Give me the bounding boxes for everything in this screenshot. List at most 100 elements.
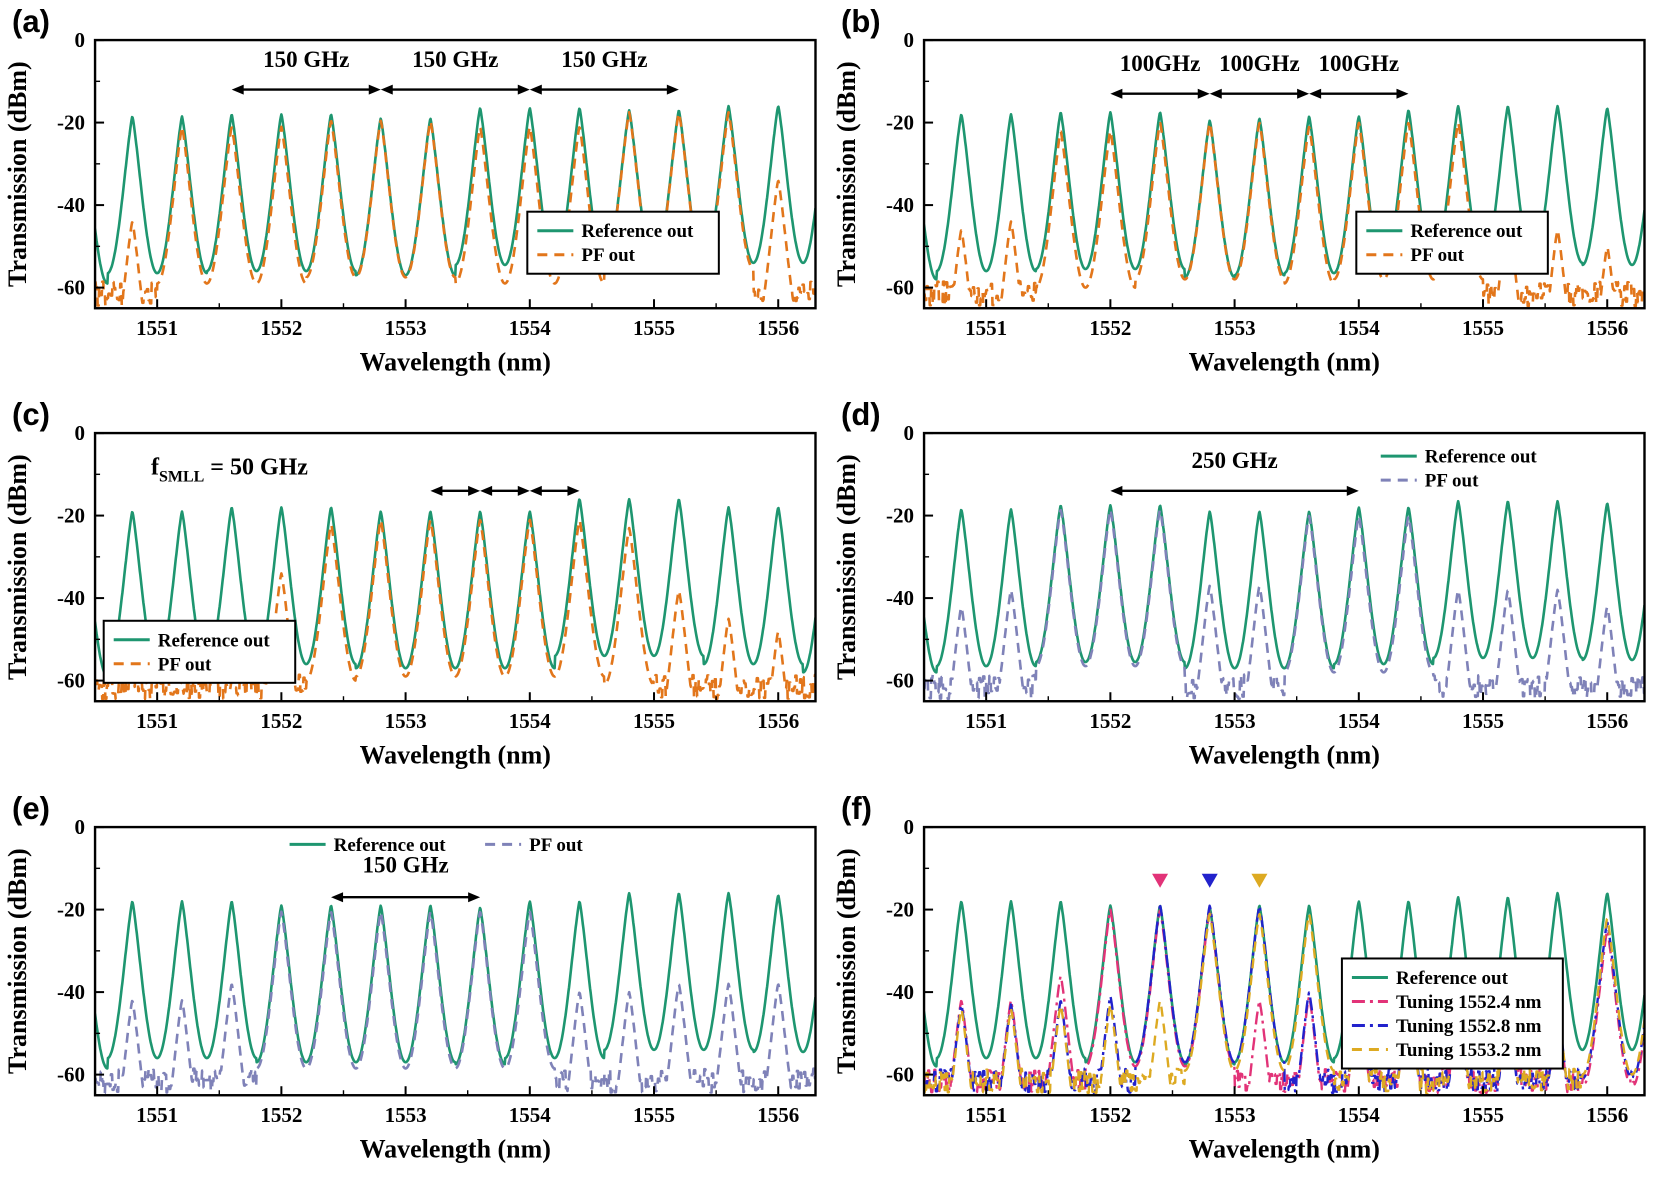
arrowhead-left-icon [380, 84, 393, 95]
arrowhead-left-icon [1109, 88, 1122, 99]
x-tick-label: 1556 [757, 316, 799, 340]
panel-label: (a) [12, 4, 50, 39]
ghz-arrow: 150 GHz [380, 46, 530, 95]
y-tick-label: -60 [57, 1062, 85, 1086]
x-tick-label: 1554 [1337, 710, 1380, 734]
arrowhead-right-icon [368, 84, 381, 95]
legend-label: PF out [581, 245, 635, 266]
arrowhead-right-icon [567, 486, 580, 497]
y-axis-label: Transmission (dBm) [3, 455, 32, 681]
plot-frame [922, 38, 1646, 310]
panel-label: (d) [841, 397, 881, 432]
x-axis: 1551 1552 1553 1554 1555 1556 Wavelength (nm) [94, 1085, 799, 1163]
x-tick-label: 1553 [1213, 1103, 1255, 1127]
tuning-marker-icon [1250, 873, 1267, 888]
y-tick-label: -20 [886, 897, 914, 921]
ghz-arrow: 100GHz [1308, 50, 1408, 99]
legend-label: PF out [529, 835, 583, 856]
y-tick-label: -60 [886, 669, 914, 693]
y-axis: 0 -20 -40 -60 Transmission (dBm) [832, 421, 933, 693]
legend-box [102, 620, 297, 685]
arrowhead-left-icon [1109, 486, 1122, 497]
x-tick-label: 1552 [1089, 710, 1131, 734]
x-axis: 1551 1552 1553 1554 1555 1556 Wavelength (nm) [94, 692, 799, 770]
plot-frame [93, 432, 817, 703]
x-tick-label: 1551 [965, 710, 1007, 734]
x-tick-label: 1551 [136, 316, 178, 340]
y-tick-label: -20 [886, 111, 914, 135]
arrowhead-right-icon [1395, 88, 1408, 99]
legend-label: PF out [1410, 245, 1464, 266]
y-axis: 0 -20 -40 -60 Transmission (dBm) [832, 815, 933, 1086]
series-line-pf-out [924, 121, 1643, 308]
y-tick-label: -60 [57, 669, 85, 693]
y-tick-label: -60 [886, 1062, 914, 1086]
x-tick-label: 1552 [1089, 1103, 1131, 1127]
y-axis: 0 -20 -40 -60 Transmission (dBm) [3, 421, 105, 693]
x-tick-label: 1552 [260, 710, 302, 734]
x-tick-label: 1555 [1462, 1103, 1504, 1127]
series-group [96, 891, 815, 1094]
y-axis: 0 -20 -40 -60 Transmission (dBm) [832, 28, 933, 300]
x-tick-label: 1554 [509, 316, 551, 340]
chart-e: 1551 1552 1553 1554 1555 1556 Wavelength (nm) 0… [3, 791, 817, 1163]
series-line-tuning-1552-8-nm [924, 904, 1643, 1094]
x-tick-label: 1556 [1586, 316, 1628, 340]
tuning-marker-icon [1201, 873, 1218, 888]
arrowhead-right-icon [1346, 486, 1359, 497]
annotation-fsmll: fSMLL = 50 GHz [151, 455, 308, 486]
arrowhead-right-icon [517, 486, 530, 497]
x-tick-label: 1554 [509, 710, 551, 734]
ghz-arrow: 250 GHz [1109, 447, 1359, 497]
legend-box [526, 210, 720, 275]
x-tick-label: 1555 [633, 1103, 675, 1127]
legend-label: PF out [158, 655, 212, 676]
legend-label: Tuning 1552.8 nm [1395, 1016, 1541, 1037]
x-tick-label: 1554 [1337, 1103, 1380, 1127]
x-axis: 1551 1552 1553 1554 1555 1556 Wavelength (nm) [922, 299, 1628, 376]
panel-d: 1551 1552 1553 1554 1555 1556 Wavelength (nm) 0… [829, 393, 1657, 786]
x-axis: 1551 1552 1553 1554 1555 1556 Wavelength (nm) [922, 692, 1628, 770]
legend: Reference out PF out [526, 210, 720, 275]
x-tick-label: 1551 [965, 1103, 1007, 1127]
ghz-arrow-label: 150 GHz [412, 46, 498, 72]
x-tick-label: 1552 [1089, 316, 1131, 340]
ghz-arrow: 100GHz [1109, 50, 1210, 99]
arrowhead-left-icon [331, 891, 344, 902]
y-tick-label: -40 [57, 586, 85, 610]
legend-label: Reference out [1395, 968, 1508, 989]
arrowhead-right-icon [1197, 88, 1210, 99]
y-tick-label: 0 [903, 421, 914, 445]
legend: Reference out PF out [102, 620, 297, 685]
x-tick-label: 1554 [1337, 316, 1380, 340]
panel-c: 1551 1552 1553 1554 1555 1556 Wavelength (nm) 0… [0, 393, 829, 786]
plot-frame [93, 38, 817, 310]
series-line-pf-out [96, 910, 815, 1094]
legend-label: PF out [1424, 471, 1478, 492]
legend: Reference out PF out [289, 835, 583, 856]
legend-label: Reference out [334, 835, 447, 856]
legend-label: Reference out [1410, 221, 1523, 242]
y-tick-label: 0 [75, 815, 86, 839]
arrowhead-left-icon [1308, 88, 1321, 99]
y-tick-label: 0 [903, 815, 914, 839]
x-tick-label: 1556 [757, 1103, 799, 1127]
y-tick-label: -20 [57, 897, 85, 921]
arrowhead-left-icon [529, 486, 542, 497]
y-axis-label: Transmission (dBm) [832, 848, 861, 1074]
panel-label: (c) [12, 397, 50, 432]
x-axis-label: Wavelength (nm) [360, 1134, 551, 1163]
x-tick-label: 1555 [633, 710, 675, 734]
panel-label: (e) [12, 791, 50, 826]
arrowhead-right-icon [1296, 88, 1309, 99]
y-tick-label: 0 [75, 421, 86, 445]
x-tick-label: 1553 [385, 316, 427, 340]
arrowhead-left-icon [480, 486, 493, 497]
plot-frame [93, 825, 817, 1097]
x-tick-label: 1555 [1462, 710, 1504, 734]
ghz-arrow [480, 486, 530, 497]
panel-label: (f) [841, 791, 872, 826]
x-tick-label: 1553 [385, 1103, 427, 1127]
arrowhead-left-icon [430, 486, 443, 497]
